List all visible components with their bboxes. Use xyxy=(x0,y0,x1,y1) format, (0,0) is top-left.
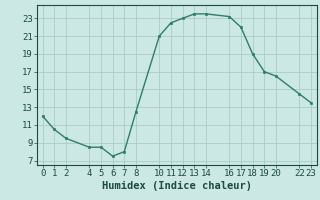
X-axis label: Humidex (Indice chaleur): Humidex (Indice chaleur) xyxy=(102,181,252,191)
